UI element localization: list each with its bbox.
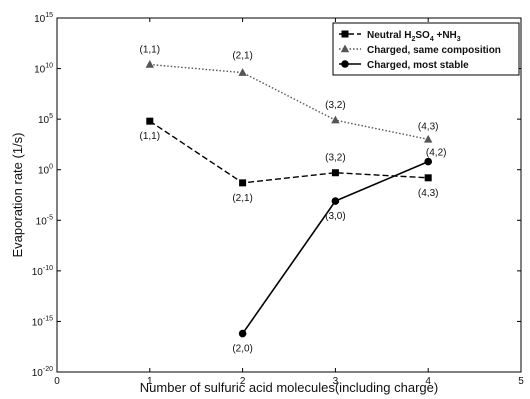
data-point-0-2	[331, 169, 339, 177]
y-tick-base: 10	[38, 166, 50, 177]
data-label: (3,2)	[325, 100, 346, 111]
y-tick-label: 1015	[34, 12, 53, 25]
x-tick-label: 1	[147, 376, 153, 387]
data-label: (1,1)	[140, 45, 161, 56]
x-tick-label: 5	[518, 376, 524, 387]
data-point-0-1	[239, 179, 247, 187]
data-point-2-1	[331, 197, 340, 205]
y-tick-base: 10	[38, 115, 50, 126]
legend-text-part: Neutral H	[367, 30, 411, 41]
legend-marker-1	[340, 44, 350, 53]
legend-marker-0	[341, 30, 349, 38]
data-point-1-3	[424, 134, 433, 143]
y-tick-exponent: -10	[43, 265, 53, 272]
y-tick-exponent: -15	[43, 315, 53, 322]
y-tick-base: 10	[32, 317, 44, 328]
data-label: (4,3)	[418, 121, 439, 132]
legend-label-0: Neutral H2SO4 +NH3	[367, 30, 461, 43]
series-line-2	[241, 160, 429, 335]
legend-text-part: 4	[430, 36, 434, 43]
data-label: (3,2)	[325, 153, 346, 164]
y-tick-label: 1010	[34, 63, 53, 76]
data-label: (1,1)	[140, 131, 161, 142]
plot-frame	[56, 17, 522, 373]
y-tick-label: 100	[38, 164, 53, 177]
y-tick-exponent: 5	[49, 113, 53, 120]
data-point-1-1	[238, 68, 247, 76]
y-tick-label: 10-5	[36, 214, 53, 227]
x-tick-label: 0	[54, 376, 60, 387]
legend-text-part: 3	[457, 36, 461, 43]
y-tick-label: 105	[38, 113, 53, 126]
y-tick-exponent: -20	[43, 366, 53, 373]
legend-label-1: Charged, same composition	[367, 45, 501, 56]
x-axis-label: Number of sulfuric acid molecules(includ…	[140, 380, 438, 395]
legend-text-part: 2	[411, 36, 415, 43]
data-point-0-0	[146, 117, 154, 125]
series-line-1	[149, 63, 429, 141]
series-line-0	[149, 120, 429, 184]
y-tick-base: 10	[34, 14, 46, 25]
y-tick-base: 10	[36, 216, 48, 227]
y-tick-exponent: -5	[47, 214, 53, 221]
data-label: (2,1)	[232, 51, 253, 62]
y-axis-label: Evaporation rate (1/s)	[10, 132, 25, 257]
y-tick-exponent: 15	[45, 12, 53, 19]
y-tick-exponent: 0	[49, 164, 53, 171]
y-tick-base: 10	[32, 368, 44, 379]
data-point-2-2	[424, 157, 433, 166]
y-tick-base: 10	[32, 267, 44, 278]
data-point-1-2	[331, 115, 340, 124]
data-label: (4,2)	[426, 148, 447, 159]
legend-text-part: +NH	[434, 30, 457, 41]
x-tick-label: 4	[425, 376, 431, 387]
data-point-0-3	[424, 174, 432, 182]
data-label: (3,0)	[325, 211, 346, 222]
y-tick-label: 10-20	[32, 366, 53, 379]
legend-text-part: SO	[415, 30, 430, 41]
data-label: (2,0)	[232, 344, 253, 355]
y-tick-label: 10-10	[32, 265, 53, 278]
y-tick-exponent: 10	[45, 63, 53, 70]
y-tick-label: 10-15	[32, 315, 53, 328]
data-point-2-0	[238, 329, 247, 338]
x-tick-label: 3	[333, 376, 339, 387]
data-label: (2,1)	[232, 193, 253, 204]
x-tick-label: 2	[240, 376, 246, 387]
legend-label-2: Charged, most stable	[367, 60, 469, 71]
data-label: (4,3)	[418, 188, 439, 199]
legend-box	[332, 22, 520, 76]
legend-marker-2	[341, 60, 349, 68]
y-tick-base: 10	[34, 65, 46, 76]
data-point-1-0	[145, 60, 154, 68]
